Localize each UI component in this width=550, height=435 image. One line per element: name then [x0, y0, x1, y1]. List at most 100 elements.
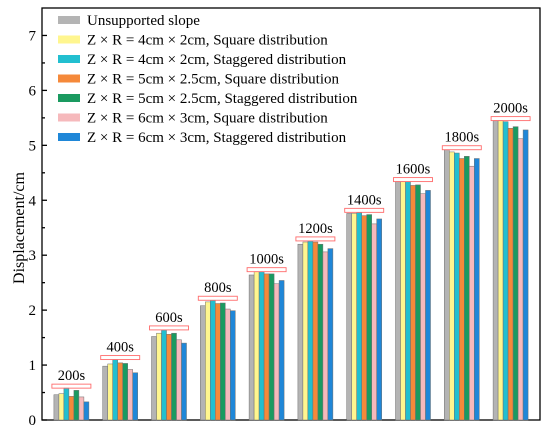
- bar-1400s-series-1: [346, 213, 352, 421]
- bar-1800s-series-1: [444, 149, 450, 421]
- category-label-1800s: 1800s: [444, 130, 479, 146]
- bar-800s-series-7: [230, 310, 236, 421]
- bar-200s-series-4: [68, 396, 75, 421]
- legend-label-5: Z × R = 5cm × 2.5cm, Staggered distribut…: [87, 91, 358, 107]
- legend-swatch-4: [58, 74, 80, 83]
- y-tick-label: 4: [29, 193, 37, 209]
- group-labels: 200s 400s 600s 800s 1000s 1200s 1400s 1600s 1800…: [51, 101, 531, 389]
- bar-1000s-series-7: [278, 280, 285, 421]
- category-label-1200s: 1200s: [298, 221, 333, 237]
- legend-label-7: Z × R = 6cm × 3cm, Staggered distributio…: [87, 130, 347, 146]
- category-label-600s: 600s: [155, 310, 183, 326]
- category-label-1600s: 1600s: [396, 162, 431, 178]
- bar-1800s-series-4: [459, 158, 465, 421]
- bar-800s-series-5: [220, 302, 226, 421]
- bar-200s-series-1: [53, 394, 60, 421]
- y-tick-label: 3: [29, 248, 37, 264]
- bar-1200s-series-5: [317, 243, 324, 421]
- bar-1000s-series-6: [273, 283, 280, 421]
- bar-800s-series-1: [200, 305, 206, 421]
- bar-400s-series-6: [127, 369, 133, 421]
- category-label-800s: 800s: [204, 280, 232, 296]
- bar-200s-series-5: [73, 390, 80, 421]
- bar-2000s-series-6: [517, 138, 524, 421]
- bar-1600s-series-4: [410, 185, 416, 421]
- bar-200s-series-3: [63, 387, 70, 421]
- bar-1000s-series-4: [263, 273, 270, 421]
- bar-600s-series-6: [176, 339, 182, 421]
- bar-400s-series-3: [112, 359, 118, 421]
- category-label-2000s: 2000s: [493, 101, 528, 117]
- bar-400s-series-4: [117, 362, 123, 421]
- bar-400s-series-5: [122, 363, 128, 421]
- bars: [53, 120, 529, 421]
- bar-400s-series-2: [107, 363, 113, 421]
- group-outline: [490, 116, 531, 122]
- bar-1400s-series-4: [361, 215, 367, 421]
- group-outline: [149, 325, 189, 331]
- group-outline: [393, 177, 433, 183]
- axes: 0 1 2 3 4 5 6 7: [29, 7, 541, 429]
- bar-1200s-series-7: [327, 248, 334, 421]
- y-axis-label: Displacement/cm: [11, 171, 28, 284]
- legend-swatch-7: [58, 133, 80, 141]
- bar-1400s-series-7: [376, 218, 382, 421]
- bar-1000s-series-2: [253, 271, 260, 421]
- bar-1400s-series-3: [356, 212, 362, 421]
- bar-2000s-series-3: [502, 121, 509, 421]
- bar-1600s-series-5: [415, 184, 421, 421]
- bar-600s-series-3: [161, 329, 167, 421]
- bar-1800s-series-6: [469, 165, 475, 421]
- bar-1600s-series-6: [420, 193, 426, 421]
- bar-200s-series-7: [83, 401, 90, 421]
- category-label-1400s: 1400s: [347, 192, 382, 208]
- bar-1600s-series-2: [400, 181, 406, 421]
- bar-1600s-series-1: [395, 181, 401, 421]
- bar-1400s-series-2: [351, 213, 357, 421]
- category-label-400s: 400s: [106, 340, 134, 356]
- bar-1000s-series-5: [268, 273, 275, 421]
- group-outline: [441, 145, 482, 151]
- y-tick-label: 7: [29, 28, 37, 44]
- bar-1800s-series-2: [449, 151, 455, 421]
- bar-200s-series-6: [78, 396, 85, 421]
- group-outline: [344, 207, 385, 213]
- bar-1600s-series-3: [405, 181, 411, 421]
- legend-swatch-3: [58, 55, 80, 63]
- legend-label-6: Z × R = 6cm × 3cm, Square distribution: [87, 111, 328, 127]
- legend-label-4: Z × R = 5cm × 2.5cm, Square distribution: [87, 72, 340, 88]
- bar-1800s-series-3: [454, 152, 460, 421]
- bar-600s-series-7: [181, 342, 187, 421]
- bar-1600s-series-7: [425, 190, 431, 421]
- bar-800s-series-2: [205, 301, 211, 421]
- group-outline: [246, 267, 287, 273]
- bar-400s-series-7: [132, 372, 138, 421]
- group-outline: [100, 355, 141, 361]
- legend-label-2: Z × R = 4cm × 2cm, Square distribution: [87, 33, 328, 49]
- bar-1200s-series-1: [297, 243, 304, 421]
- bar-600s-series-1: [151, 336, 157, 421]
- bar-1200s-series-2: [302, 241, 309, 421]
- bar-600s-series-5: [171, 332, 177, 421]
- y-tick-label: 6: [29, 83, 37, 99]
- bar-2000s-series-4: [507, 128, 514, 421]
- legend: Unsupported slope Z × R = 4cm × 2cm, Squa…: [58, 13, 358, 146]
- bar-800s-series-3: [210, 299, 216, 421]
- bar-400s-series-1: [102, 365, 108, 421]
- plot-frame: [41, 7, 541, 421]
- bar-2000s-series-7: [522, 129, 529, 421]
- y-tick-label: 1: [29, 358, 37, 374]
- bar-2000s-series-2: [497, 120, 504, 421]
- category-label-200s: 200s: [58, 368, 86, 384]
- bar-600s-series-2: [156, 332, 162, 421]
- bar-1000s-series-3: [258, 271, 265, 421]
- bar-1400s-series-5: [366, 214, 372, 421]
- bar-200s-series-2: [58, 393, 65, 421]
- legend-swatch-1: [58, 16, 80, 24]
- bar-1200s-series-3: [307, 240, 314, 421]
- bar-1200s-series-4: [312, 241, 319, 421]
- bar-1400s-series-6: [371, 223, 377, 421]
- legend-label-3: Z × R = 4cm × 2cm, Staggered distributio…: [87, 52, 347, 68]
- legend-swatch-5: [58, 94, 80, 102]
